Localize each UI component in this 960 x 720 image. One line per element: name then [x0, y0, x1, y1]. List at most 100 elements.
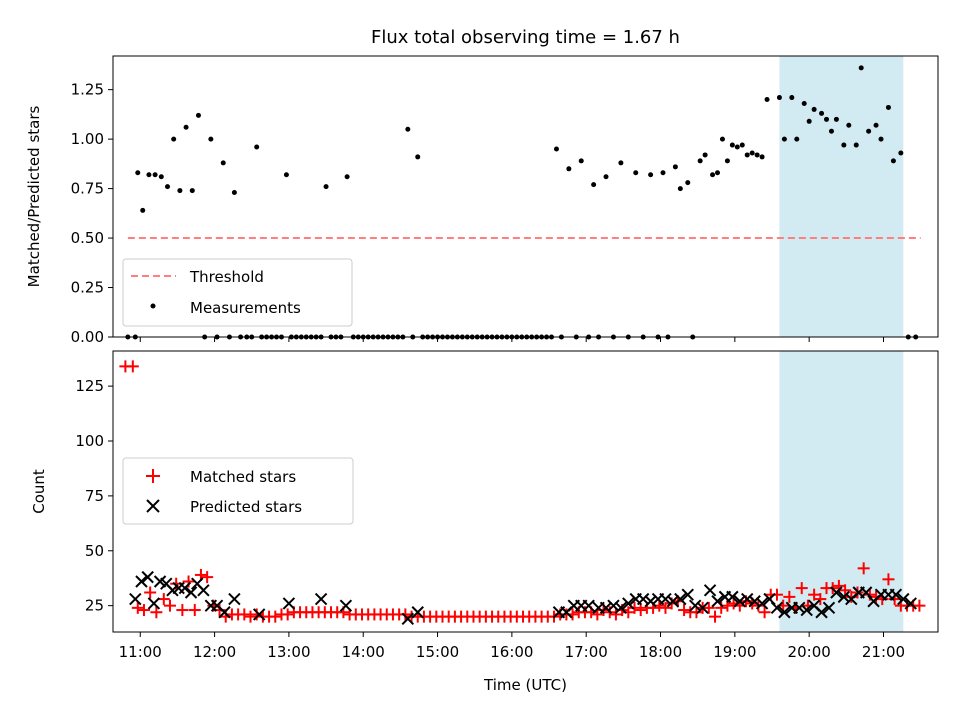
matched-star-marker [188, 604, 201, 617]
predicted-star-points [129, 570, 917, 626]
marker-stroke [800, 603, 813, 617]
marker-stroke [153, 575, 167, 588]
marker-stroke [897, 592, 910, 606]
x-tick-label: 12:00 [193, 643, 236, 661]
legend-predicted-swatch [146, 499, 160, 513]
measurement-point [749, 150, 755, 156]
measurement-point [677, 186, 683, 192]
legend-threshold-label: Threshold [189, 268, 264, 286]
x-tick-label: 16:00 [490, 643, 533, 661]
marker-stroke [339, 599, 353, 612]
predicted-star-marker [252, 608, 266, 621]
measurement-point [189, 188, 195, 194]
matched-star-marker [144, 586, 157, 599]
measurement-point [344, 174, 350, 180]
bottom-legend: Matched stars Predicted stars [122, 457, 354, 525]
predicted-star-marker [815, 606, 828, 619]
matched-star-marker [857, 562, 870, 575]
predicted-star-marker [770, 601, 784, 615]
measurement-point [801, 100, 807, 106]
matched-star-marker [126, 360, 139, 373]
y-tick-label: 0.50 [71, 229, 104, 247]
measurement-point [283, 172, 289, 178]
x-tick-label: 18:00 [639, 643, 682, 661]
predicted-star-marker [135, 575, 148, 588]
y-tick-label: 1.00 [71, 130, 104, 148]
marker-stroke [607, 599, 620, 612]
marker-stroke [778, 606, 791, 619]
measurement-point [898, 150, 904, 156]
top-chart-title: Flux total observing time = 1.67 h [371, 27, 680, 48]
x-tick-label: 15:00 [416, 643, 459, 661]
measurement-point [710, 172, 716, 178]
measurement-point [152, 172, 158, 178]
marker-stroke [141, 570, 154, 584]
predicted-star-marker [339, 599, 353, 612]
predicted-star-marker [681, 588, 694, 601]
predicted-star-marker [711, 595, 724, 608]
matched-star-marker [783, 590, 796, 603]
measurement-point [806, 118, 812, 124]
matched-star-marker [814, 593, 827, 606]
predicted-star-marker [636, 592, 650, 606]
marker-stroke [129, 592, 142, 606]
bottom-y-axis-label: Count [30, 469, 48, 514]
marker-stroke [644, 595, 657, 608]
measurement-point [811, 106, 817, 112]
predicted-star-marker [218, 606, 231, 619]
matched-star-marker [795, 582, 808, 595]
predicted-star-marker [401, 612, 415, 626]
marker-stroke [314, 592, 328, 606]
measurement-point [824, 116, 830, 122]
predicted-star-marker [666, 595, 680, 608]
marker-stroke [681, 588, 694, 601]
measurement-point [702, 152, 708, 158]
predicted-star-marker [147, 597, 161, 610]
marker-stroke [830, 586, 843, 599]
predicted-star-marker [755, 597, 769, 610]
bottom-plot-frame [112, 350, 939, 633]
measurement-point [719, 136, 725, 142]
measurement-point [177, 188, 183, 194]
measurement-point [781, 136, 787, 142]
matched-star-marker [150, 606, 163, 619]
top-legend: Threshold Measurements [122, 258, 353, 327]
marker-stroke [599, 601, 613, 615]
measurement-point [828, 128, 834, 134]
matched-star-marker [609, 608, 622, 621]
measurement-point [254, 144, 260, 150]
marker-stroke [666, 595, 680, 608]
measurement-point [171, 136, 177, 142]
marker-stroke [411, 606, 424, 619]
predicted-star-marker [778, 606, 791, 619]
measurement-point [729, 142, 735, 148]
matched-star-marker [758, 606, 771, 619]
predicted-star-marker [607, 599, 620, 612]
measurement-point [858, 65, 864, 71]
top-axis-ticks: 0.00 0.25 0.50 0.75 1.00 1.25 [71, 81, 884, 346]
bottom-x-axis-label: Time (UTC) [483, 676, 567, 694]
marker-stroke [228, 592, 241, 606]
matched-star-marker [913, 599, 926, 612]
marker-stroke [726, 590, 739, 604]
y-tick-label: 0.00 [71, 328, 104, 346]
matched-star-marker [269, 610, 282, 623]
matched-star-marker [634, 604, 647, 617]
marker-stroke [904, 597, 917, 610]
predicted-star-marker [314, 592, 328, 606]
y-tick-label: 0.25 [71, 279, 104, 297]
predicted-star-marker [129, 592, 142, 606]
marker-stroke [197, 584, 210, 597]
predicted-star-marker [726, 590, 739, 604]
measurement-point [759, 154, 765, 160]
predicted-star-marker [793, 601, 806, 615]
predicted-star-marker [411, 606, 424, 619]
x-tick-label: 14:00 [342, 643, 385, 661]
measurement-point [633, 170, 639, 176]
measurement-point [183, 124, 189, 130]
predicted-star-marker [800, 603, 813, 617]
predicted-star-marker [889, 588, 903, 601]
measurement-point [724, 158, 730, 164]
predicted-star-marker [141, 570, 154, 584]
